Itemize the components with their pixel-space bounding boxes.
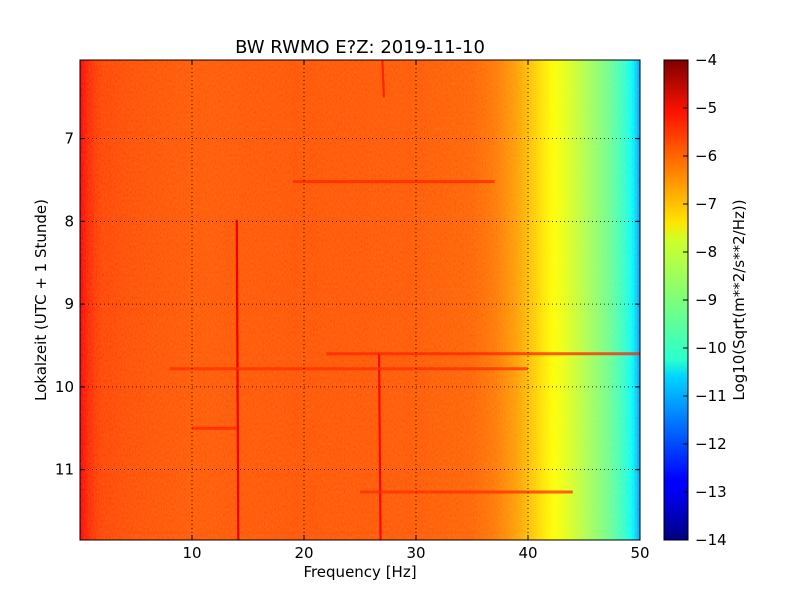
heatmap-texture <box>80 60 640 540</box>
colorbar-tick-label: −6 <box>695 147 717 165</box>
colorbar-label: Log10(Sqrt(m**2/s**2/Hz)) <box>730 199 748 400</box>
x-tick-label: 30 <box>406 544 425 562</box>
gridlines <box>80 60 640 540</box>
chart-title: BW RWMO E?Z: 2019-11-10 <box>235 37 485 58</box>
x-tick-label: 40 <box>518 544 537 562</box>
x-tick-label: 10 <box>182 544 201 562</box>
vertical-spectral-line <box>377 353 382 540</box>
y-axis-ticks: 7 8 9 10 11 <box>55 130 640 479</box>
colorbar-tick-label: −11 <box>695 387 727 405</box>
vertical-spectral-line <box>381 60 385 98</box>
colorbar-tick-label: −8 <box>695 243 717 261</box>
y-tick-label: 10 <box>55 378 74 396</box>
colorbar-tick-label: −9 <box>695 291 717 309</box>
colorbar-tick-label: −12 <box>695 435 727 453</box>
x-axis-ticks: 10 20 30 40 50 <box>182 60 650 562</box>
x-tick-label: 50 <box>630 544 649 562</box>
spectral-features <box>169 60 640 540</box>
y-tick-label: 11 <box>55 461 74 479</box>
x-tick-label: 20 <box>294 544 313 562</box>
vertical-spectral-line <box>235 219 240 540</box>
colorbar-ticks: −14 −13 −12 −11 −10 −9 −8 −7 −6 −5 −4 <box>683 51 727 549</box>
y-tick-label: 8 <box>64 212 74 230</box>
y-tick-label: 9 <box>64 295 74 313</box>
colorbar-tick-label: −4 <box>695 51 717 69</box>
y-axis-label: Lokalzeit (UTC + 1 Stunde) <box>32 199 50 401</box>
colorbar-tick-label: −7 <box>695 195 717 213</box>
colorbar-tick-label: −14 <box>695 531 727 549</box>
colorbar-tick-label: −13 <box>695 483 727 501</box>
colorbar-tick-label: −10 <box>695 339 727 357</box>
plot-frame <box>79 59 641 541</box>
y-tick-label: 7 <box>64 130 74 148</box>
x-axis-label: Frequency [Hz] <box>303 563 416 581</box>
plot-area <box>80 60 640 540</box>
colorbar-tick-label: −5 <box>695 99 717 117</box>
